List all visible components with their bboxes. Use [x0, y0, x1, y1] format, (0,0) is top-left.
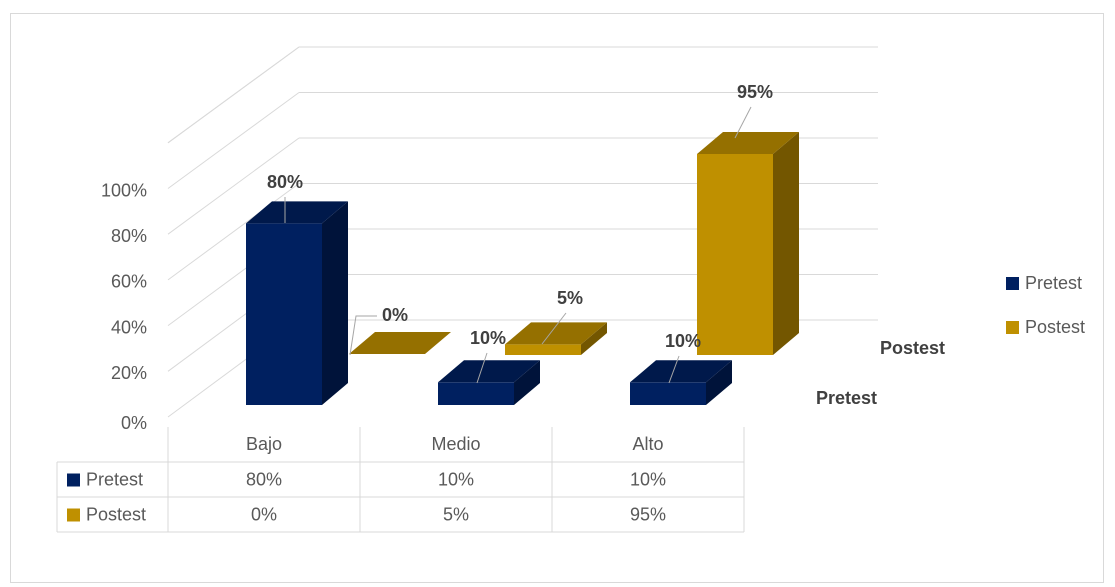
table-legend-swatch: [67, 509, 80, 522]
legend-swatch: [1006, 277, 1019, 290]
table-cell: 95%: [630, 504, 666, 524]
postest-bar: [505, 344, 581, 355]
pretest-bar-side: [322, 201, 348, 405]
legend-label: Pretest: [1025, 273, 1082, 293]
y-tick-label: 0%: [121, 413, 147, 433]
pretest-bar: [630, 382, 706, 405]
postest-bar: [697, 154, 773, 355]
table-series-name: Pretest: [86, 469, 143, 489]
legend-label: Postest: [1025, 317, 1085, 337]
table-category-header: Medio: [431, 434, 480, 454]
y-tick-label: 100%: [101, 180, 147, 200]
y-tick-label: 40%: [111, 317, 147, 337]
depth-label: Postest: [880, 338, 945, 358]
y-tick-label: 20%: [111, 363, 147, 383]
y-tick-label: 80%: [111, 226, 147, 246]
table-category-header: Bajo: [246, 434, 282, 454]
pretest-data-label: 10%: [665, 331, 701, 351]
postest-data-label: 95%: [737, 82, 773, 102]
postest-data-label: 5%: [557, 288, 583, 308]
table-legend-swatch: [67, 474, 80, 487]
table-cell: 10%: [438, 469, 474, 489]
postest-data-label: 0%: [382, 305, 408, 325]
table-category-header: Alto: [632, 434, 663, 454]
legend-swatch: [1006, 321, 1019, 334]
table-cell: 80%: [246, 469, 282, 489]
table-series-name: Postest: [86, 504, 146, 524]
y-tick-label: 60%: [111, 272, 147, 292]
pretest-bar: [246, 223, 322, 405]
gridline-side: [168, 47, 299, 143]
table-cell: 0%: [251, 504, 277, 524]
table-cell: 5%: [443, 504, 469, 524]
postest-bar-side: [773, 132, 799, 355]
postest-bar-top: [349, 332, 451, 354]
pretest-data-label: 80%: [267, 172, 303, 192]
depth-label: Pretest: [816, 388, 877, 408]
pretest-data-label: 10%: [470, 328, 506, 348]
table-cell: 10%: [630, 469, 666, 489]
pretest-bar: [438, 382, 514, 405]
